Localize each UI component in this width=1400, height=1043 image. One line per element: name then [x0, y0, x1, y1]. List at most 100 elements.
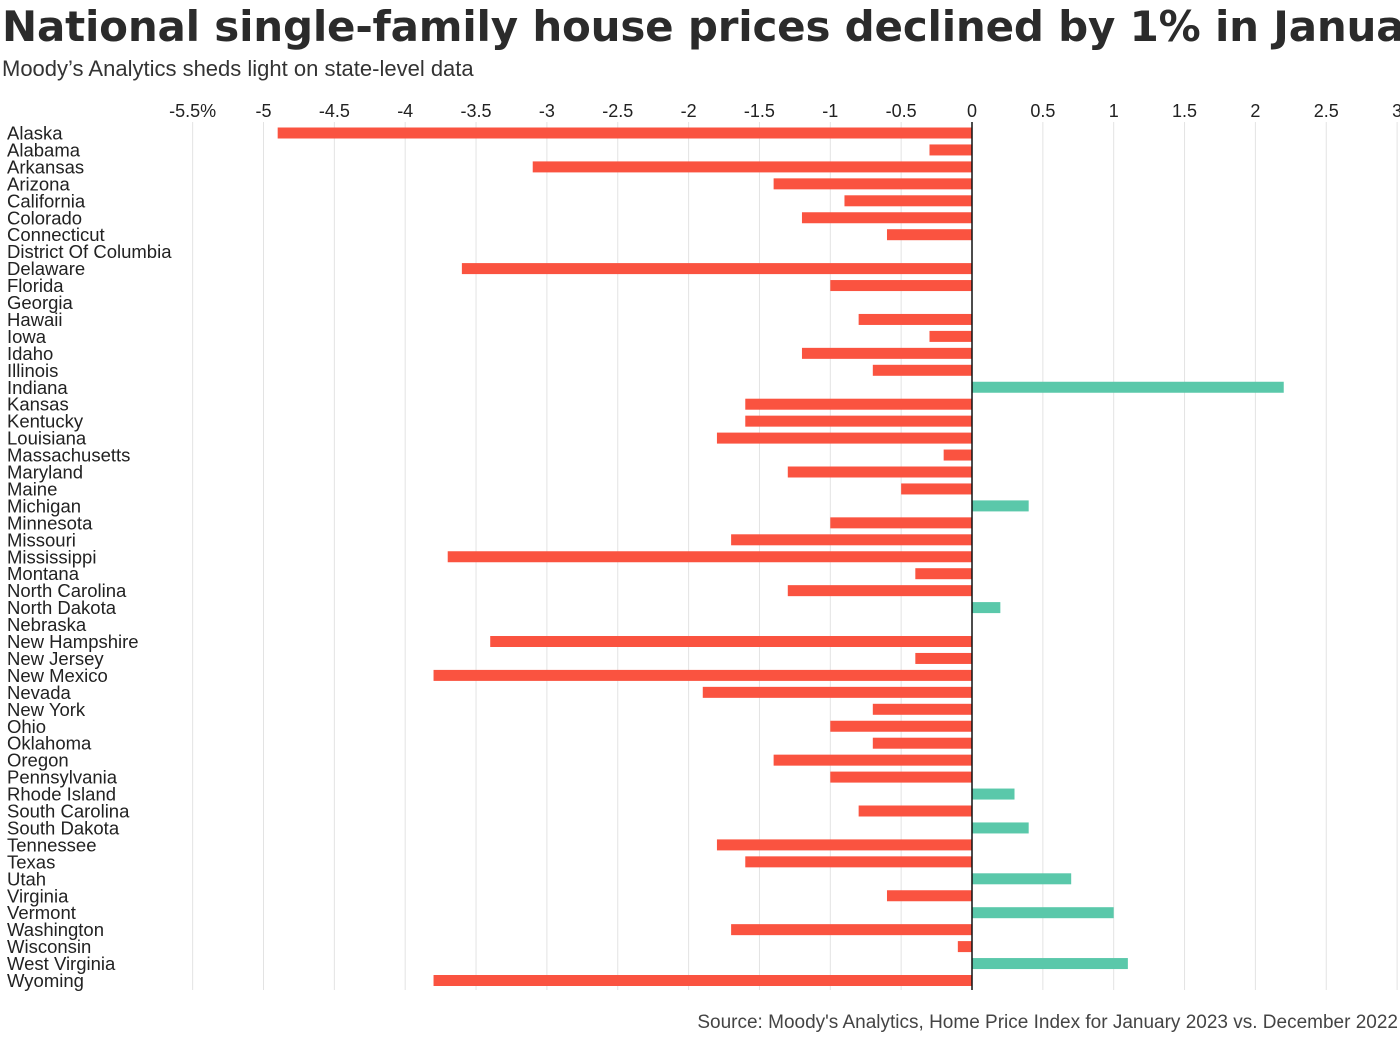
category-label: Florida	[7, 275, 64, 296]
x-axis-tick-labels: -5.5% -5 -4.5 -4 -3.5 -3 -2.5 -2 -1.5 -1 -0.5 0 0.5 1…	[169, 101, 1400, 121]
category-label: Hawaii	[7, 309, 63, 330]
bar-maryland	[787, 466, 972, 478]
category-label: California	[7, 190, 86, 211]
x-tick-label: 0	[967, 101, 977, 121]
bar-florida	[830, 280, 972, 292]
category-label: Missouri	[7, 529, 76, 550]
category-label: Arizona	[7, 173, 70, 194]
bar-california	[844, 195, 972, 207]
category-label: North Dakota	[7, 597, 117, 618]
x-tick-label: -3	[539, 101, 555, 121]
category-label: Texas	[7, 851, 55, 872]
category-label: Idaho	[7, 343, 53, 364]
category-label: Vermont	[7, 902, 76, 923]
bar-colorado	[801, 212, 972, 224]
bar-maine	[901, 483, 972, 495]
category-label: Nebraska	[7, 614, 87, 635]
x-tick-label: 1	[1109, 101, 1119, 121]
x-tick-label: 2.5	[1314, 101, 1339, 121]
bar-delaware	[461, 263, 972, 275]
bar-rhode-island	[972, 788, 1015, 800]
bar-vermont	[972, 907, 1114, 919]
x-tick-label: -0.5	[886, 101, 917, 121]
bar-north-dakota	[972, 602, 1001, 614]
category-label: Massachusetts	[7, 445, 130, 466]
category-label: Illinois	[7, 360, 58, 381]
category-label: South Carolina	[7, 801, 130, 822]
bar-tennessee	[716, 839, 972, 851]
bar-louisiana	[716, 432, 972, 444]
bar-utah	[972, 873, 1072, 885]
category-label: New York	[7, 699, 86, 720]
bar-west-virginia	[972, 958, 1128, 970]
bar-washington	[731, 924, 972, 936]
category-label: Maine	[7, 478, 57, 499]
bar-kansas	[745, 398, 972, 410]
x-tick-label: 0.5	[1030, 101, 1055, 121]
category-label: West Virginia	[7, 953, 116, 974]
bar-oregon	[773, 754, 972, 766]
bar-missouri	[731, 534, 972, 546]
bar-south-dakota	[972, 822, 1029, 834]
x-tick-label: -4	[397, 101, 413, 121]
x-tick-label: 2	[1250, 101, 1260, 121]
category-label: Oregon	[7, 750, 69, 771]
category-label: Wyoming	[7, 970, 84, 991]
bar-wyoming	[433, 975, 972, 986]
x-tick-label: -5	[255, 101, 271, 121]
bar-hawaii	[858, 313, 972, 325]
category-label: Mississippi	[7, 546, 96, 567]
category-label: Virginia	[7, 885, 69, 906]
chart-subtitle: Moody’s Analytics sheds light on state-l…	[2, 56, 474, 81]
bar-wisconsin	[957, 941, 972, 953]
x-tick-label: -2	[681, 101, 697, 121]
bar-virginia	[886, 890, 972, 902]
bar-iowa	[929, 330, 972, 342]
bar-south-carolina	[858, 805, 972, 817]
category-label: Minnesota	[7, 512, 93, 533]
category-label: Louisiana	[7, 428, 87, 449]
category-label: Arkansas	[7, 156, 84, 177]
category-label: Delaware	[7, 258, 85, 279]
bar-nevada	[702, 686, 972, 698]
x-tick-label: -1.5	[744, 101, 775, 121]
x-tick-label: -1	[822, 101, 838, 121]
category-label: Nevada	[7, 682, 71, 703]
category-labels: AlaskaAlabamaArkansasArizonaCaliforniaCo…	[7, 123, 172, 992]
chart-title: National single-family house prices decl…	[2, 2, 1400, 51]
x-tick-label: 3	[1392, 101, 1400, 121]
category-label: Pennsylvania	[7, 767, 118, 788]
category-label: Wisconsin	[7, 936, 91, 957]
bar-minnesota	[830, 517, 972, 529]
category-label: Colorado	[7, 207, 82, 228]
bar-arkansas	[532, 161, 972, 173]
bar-new-mexico	[433, 669, 972, 681]
bar-idaho	[801, 347, 972, 359]
bar-north-carolina	[787, 585, 972, 597]
category-label: Georgia	[7, 292, 74, 313]
x-tick-label: -4.5	[319, 101, 350, 121]
bar-alabama	[929, 144, 972, 156]
category-label: South Dakota	[7, 817, 120, 838]
bar-michigan	[972, 500, 1029, 512]
category-label: North Carolina	[7, 580, 127, 601]
category-label: Montana	[7, 563, 80, 584]
category-label: Kansas	[7, 394, 69, 415]
category-label: Washington	[7, 919, 104, 940]
category-label: Connecticut	[7, 224, 105, 245]
bar-mississippi	[447, 551, 973, 563]
category-label: Iowa	[7, 326, 47, 347]
category-label: Indiana	[7, 377, 68, 398]
category-label: Ohio	[7, 716, 46, 737]
x-tick-label: -5.5%	[169, 101, 216, 121]
category-label: New Jersey	[7, 648, 104, 669]
x-tick-label: -3.5	[461, 101, 492, 121]
bars	[277, 127, 1284, 986]
x-tick-label: -2.5	[602, 101, 633, 121]
bar-massachusetts	[943, 449, 972, 461]
category-label: District Of Columbia	[7, 241, 172, 262]
bar-connecticut	[886, 229, 972, 241]
bar-illinois	[872, 364, 972, 376]
category-label: Utah	[7, 868, 46, 889]
